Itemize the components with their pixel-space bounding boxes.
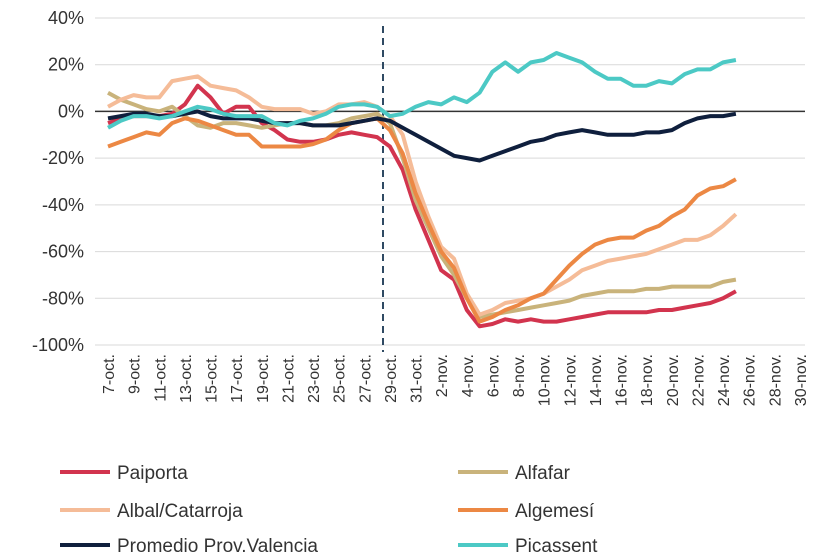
x-tick-label: 21-oct. xyxy=(280,354,297,403)
x-tick-label: 4-nov. xyxy=(460,354,477,397)
legend-label: Alfafar xyxy=(515,463,571,484)
x-tick-label: 12-nov. xyxy=(562,354,579,406)
x-tick-label: 20-nov. xyxy=(665,354,682,406)
x-tick-label: 17-oct. xyxy=(229,354,246,403)
y-tick-label: -100% xyxy=(32,335,84,355)
series-line xyxy=(107,51,737,130)
x-tick-label: 7-oct. xyxy=(101,354,118,394)
x-tick-label: 18-nov. xyxy=(639,354,656,406)
x-tick-label: 27-oct. xyxy=(357,354,374,403)
x-tick-label: 10-nov. xyxy=(537,354,554,406)
x-tick-label: 14-nov. xyxy=(588,354,605,406)
x-tick-label: 19-oct. xyxy=(255,354,272,403)
legend-label: Picassent xyxy=(515,536,598,555)
x-tick-label: 11-oct. xyxy=(152,354,169,402)
x-tick-label: 25-oct. xyxy=(332,354,349,403)
x-tick-label: 28-nov. xyxy=(767,354,784,406)
x-tick-label: 23-oct. xyxy=(306,354,323,403)
y-tick-label: 40% xyxy=(48,8,84,28)
x-tick-label: 13-oct. xyxy=(178,354,195,403)
y-tick-label: -40% xyxy=(42,195,84,215)
y-tick-label: 20% xyxy=(48,55,84,75)
x-tick-label: 30-nov. xyxy=(793,354,810,406)
x-tick-label: 16-nov. xyxy=(614,354,631,406)
x-tick-label: 15-oct. xyxy=(204,354,221,403)
x-tick-label: 31-oct. xyxy=(409,354,426,403)
series-line xyxy=(107,83,737,329)
series-line xyxy=(107,74,738,317)
legend-label: Algemesí xyxy=(515,501,595,522)
y-tick-label: 0% xyxy=(58,101,84,121)
x-tick-label: 24-nov. xyxy=(716,354,733,406)
legend-label: Paiporta xyxy=(117,463,188,484)
x-tick-label: 9-oct. xyxy=(127,354,144,394)
series-line xyxy=(107,116,737,324)
x-tick-label: 26-nov. xyxy=(742,354,759,406)
x-tick-label: 29-oct. xyxy=(383,354,400,403)
y-tick-label: -60% xyxy=(42,242,84,262)
x-tick-label: 6-nov. xyxy=(485,354,502,397)
series-line xyxy=(107,109,737,163)
y-tick-label: -80% xyxy=(42,288,84,308)
y-tick-label: -20% xyxy=(42,148,84,168)
x-tick-label: 8-nov. xyxy=(511,354,528,397)
x-tick-label: 22-nov. xyxy=(690,354,707,406)
x-tick-label: 2-nov. xyxy=(434,354,451,397)
legend-label: Albal/Catarroja xyxy=(117,501,243,522)
legend-label: Promedio Prov.Valencia xyxy=(117,536,318,555)
